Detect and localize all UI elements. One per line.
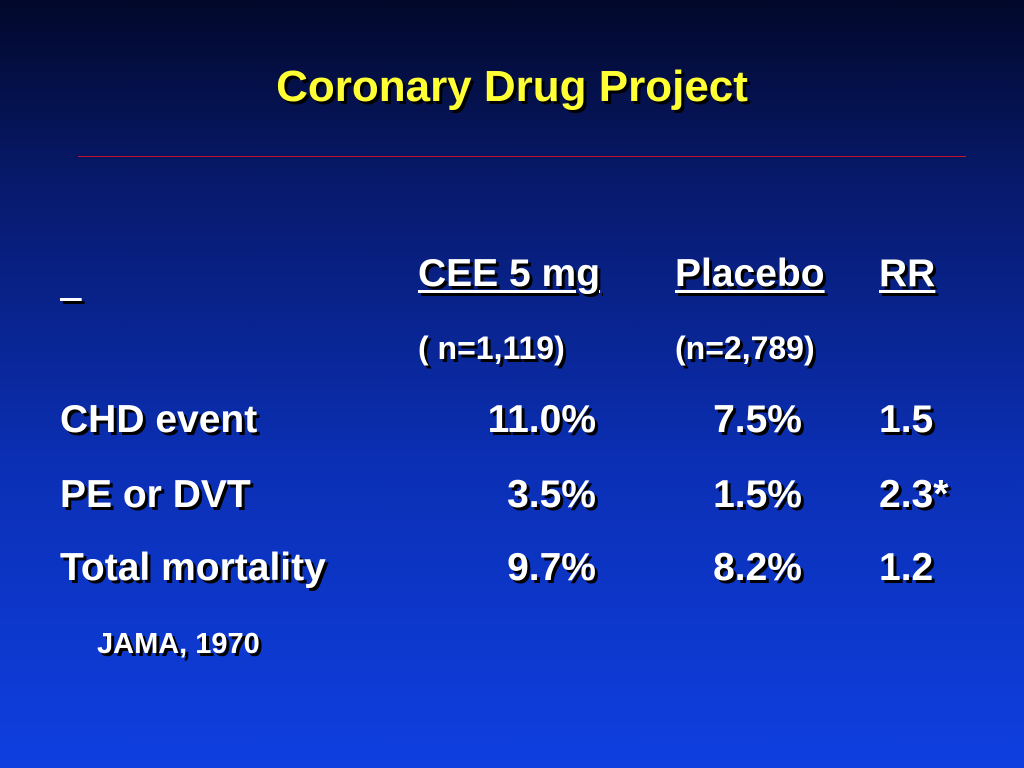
title-divider [78, 156, 966, 157]
column-header-cee: CEE 5 mg [418, 252, 601, 295]
rr-value: 2.3* [879, 473, 949, 516]
column-header-placebo: Placebo [675, 252, 825, 295]
cee-value: 11.0% [487, 398, 596, 441]
slide-title: Coronary Drug Project [276, 62, 748, 111]
rr-value: 1.2 [879, 546, 934, 589]
placebo-value: 7.5% [713, 398, 802, 441]
citation: JAMA, 1970 [97, 628, 260, 660]
row-label: Total mortality [60, 546, 326, 589]
row-label: CHD event [60, 398, 258, 441]
cee-value: 9.7% [507, 546, 596, 589]
column-n-placebo: (n=2,789) [675, 330, 815, 366]
table-corner-header [60, 262, 98, 301]
cee-value: 3.5% [507, 473, 596, 516]
placebo-value: 8.2% [713, 546, 802, 589]
column-n-cee: ( n=1,119) [418, 330, 565, 366]
placebo-value: 1.5% [713, 473, 802, 516]
row-label: PE or DVT [60, 473, 251, 516]
column-header-rr: RR [879, 252, 936, 295]
rr-value: 1.5 [879, 398, 934, 441]
